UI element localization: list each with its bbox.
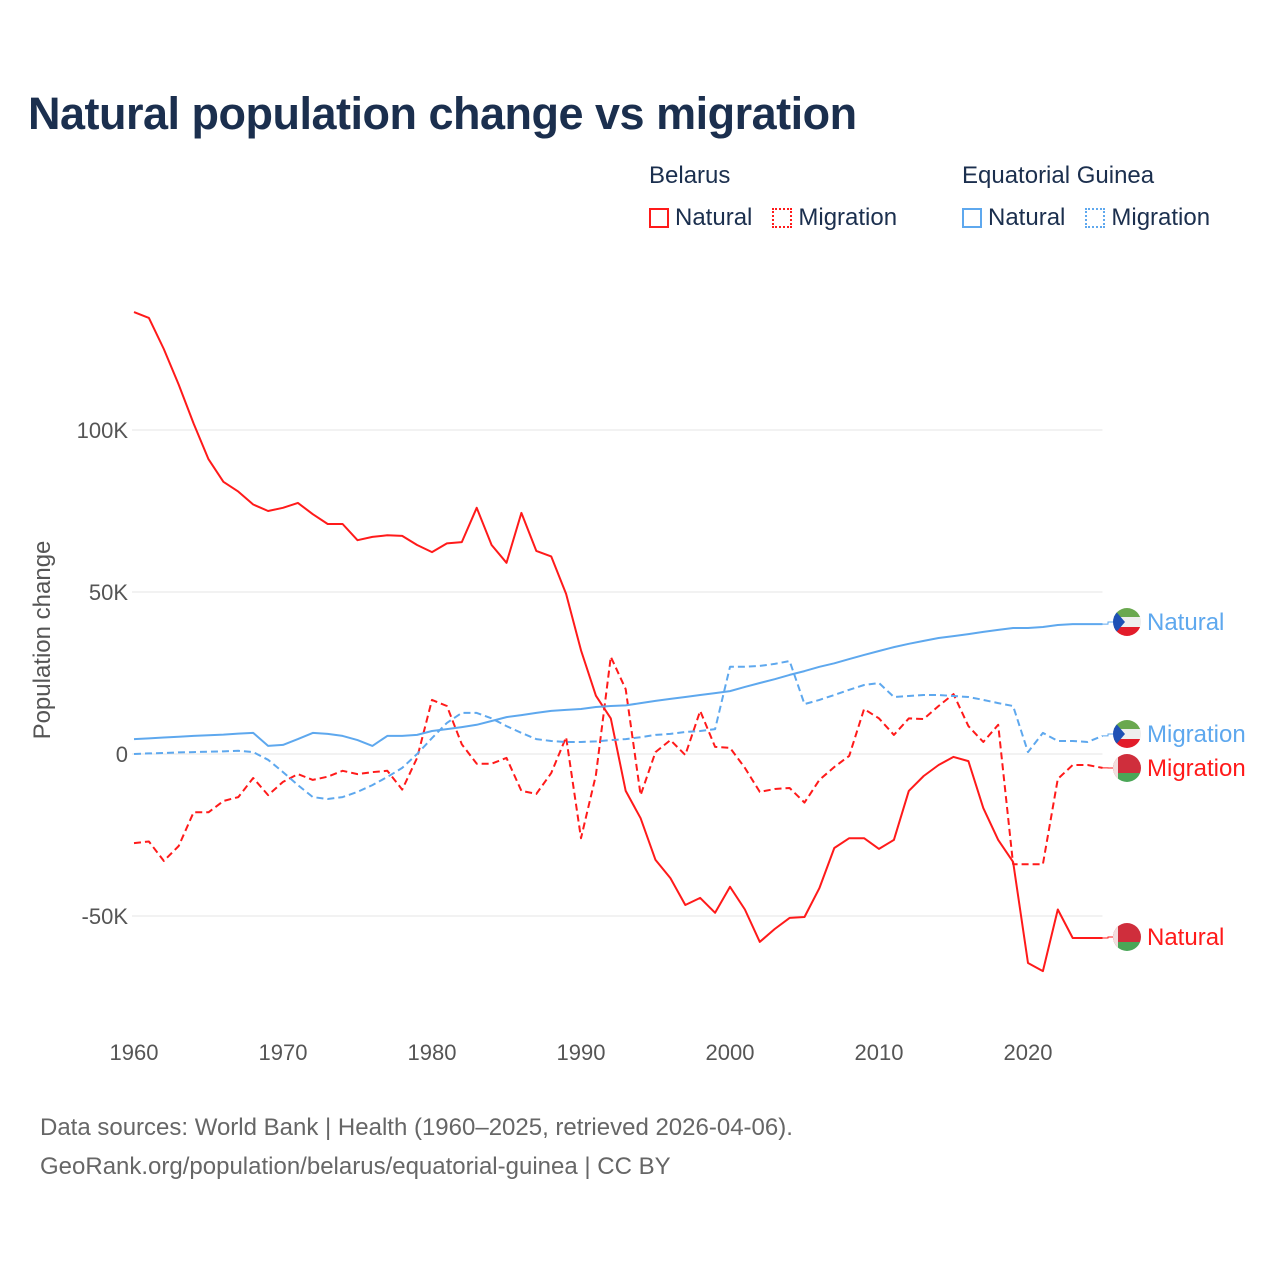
flag-ornament: [1113, 923, 1118, 951]
legend-label: Migration: [798, 204, 898, 231]
flag-green-band: [1113, 608, 1141, 617]
flag-white-band: [1113, 729, 1141, 739]
legend-label: Natural: [675, 204, 753, 231]
series-line-equatorial-guinea-migration: [133, 660, 1103, 800]
y-tick-label: 0: [116, 742, 128, 767]
flag-belarus-icon: [1113, 754, 1141, 782]
flag-green-band: [1113, 942, 1141, 951]
flag-white-band: [1113, 617, 1141, 627]
legend-swatch-solid: [962, 208, 982, 228]
legend-label: Natural: [988, 204, 1066, 231]
flag-clip: [1113, 754, 1141, 782]
end-label-belarus-natural: Natural: [1147, 924, 1224, 951]
x-tick-label: 1990: [557, 1040, 606, 1065]
end-label-belarus-migration: Migration: [1147, 755, 1246, 782]
end-label-equatorial-guinea-migration: Migration: [1147, 721, 1246, 748]
flag-triangle: [1113, 608, 1125, 636]
series-line-belarus-migration: [133, 655, 1103, 866]
footer-sources: Data sources: World Bank | Health (1960–…: [40, 1114, 793, 1141]
flag-triangle: [1113, 720, 1125, 748]
footer: Data sources: World Bank | Health (1960–…: [40, 1108, 793, 1186]
flag-green-band: [1113, 720, 1141, 729]
legend-item-eg-migration[interactable]: Migration: [1085, 204, 1210, 232]
legend-swatch-solid: [649, 208, 669, 228]
flag-green-band: [1113, 773, 1141, 782]
flag-belarus-icon: [1113, 923, 1141, 951]
flag-red-band: [1113, 739, 1141, 748]
legend-item-belarus-natural[interactable]: Natural: [649, 204, 752, 232]
x-tick-label: 2010: [855, 1040, 904, 1065]
end-connector: [1102, 936, 1113, 939]
legend-item-belarus-migration[interactable]: Migration: [772, 204, 897, 232]
end-connector: [1102, 621, 1113, 625]
x-tick-label: 1970: [259, 1040, 308, 1065]
flag-clip: [1113, 608, 1141, 636]
flag-red-band: [1113, 923, 1141, 942]
chart-title: Natural population change vs migration: [28, 88, 857, 139]
x-tick-label: 1980: [408, 1040, 457, 1065]
y-axis-label: Population change: [29, 541, 56, 740]
y-tick-label: 50K: [89, 580, 128, 605]
flag-red-band: [1113, 754, 1141, 773]
legend-group-title: Equatorial Guinea: [962, 162, 1155, 189]
legend-swatch-dotted: [772, 208, 793, 228]
footer-link[interactable]: GeoRank.org/population/belarus/equatoria…: [40, 1153, 671, 1180]
series-line-belarus-natural: [133, 311, 1103, 973]
x-tick-label: 2000: [706, 1040, 755, 1065]
legend-group-title: Belarus: [649, 162, 731, 189]
flag-equatorial-guinea-icon: [1113, 720, 1141, 748]
legend-swatch-dotted: [1085, 208, 1106, 228]
legend-group-belarus: Belarus Natural Migration: [649, 162, 917, 232]
series-line-equatorial-guinea-natural: [133, 623, 1103, 747]
y-tick-label: 100K: [77, 418, 129, 443]
legend-group-equatorial-guinea: Equatorial Guinea Natural Migration: [962, 162, 1230, 232]
flag-red-band: [1113, 627, 1141, 636]
y-tick-label: -50K: [82, 904, 129, 929]
flag-clip: [1113, 720, 1141, 748]
end-connector: [1102, 733, 1113, 737]
end-label-equatorial-guinea-natural: Natural: [1147, 609, 1224, 636]
legend-label: Migration: [1111, 204, 1211, 231]
flag-ornament: [1113, 754, 1118, 782]
legend-item-eg-natural[interactable]: Natural: [962, 204, 1065, 232]
x-tick-label: 2020: [1004, 1040, 1053, 1065]
flag-equatorial-guinea-icon: [1113, 608, 1141, 636]
flag-clip: [1113, 923, 1141, 951]
x-tick-label: 1960: [110, 1040, 159, 1065]
